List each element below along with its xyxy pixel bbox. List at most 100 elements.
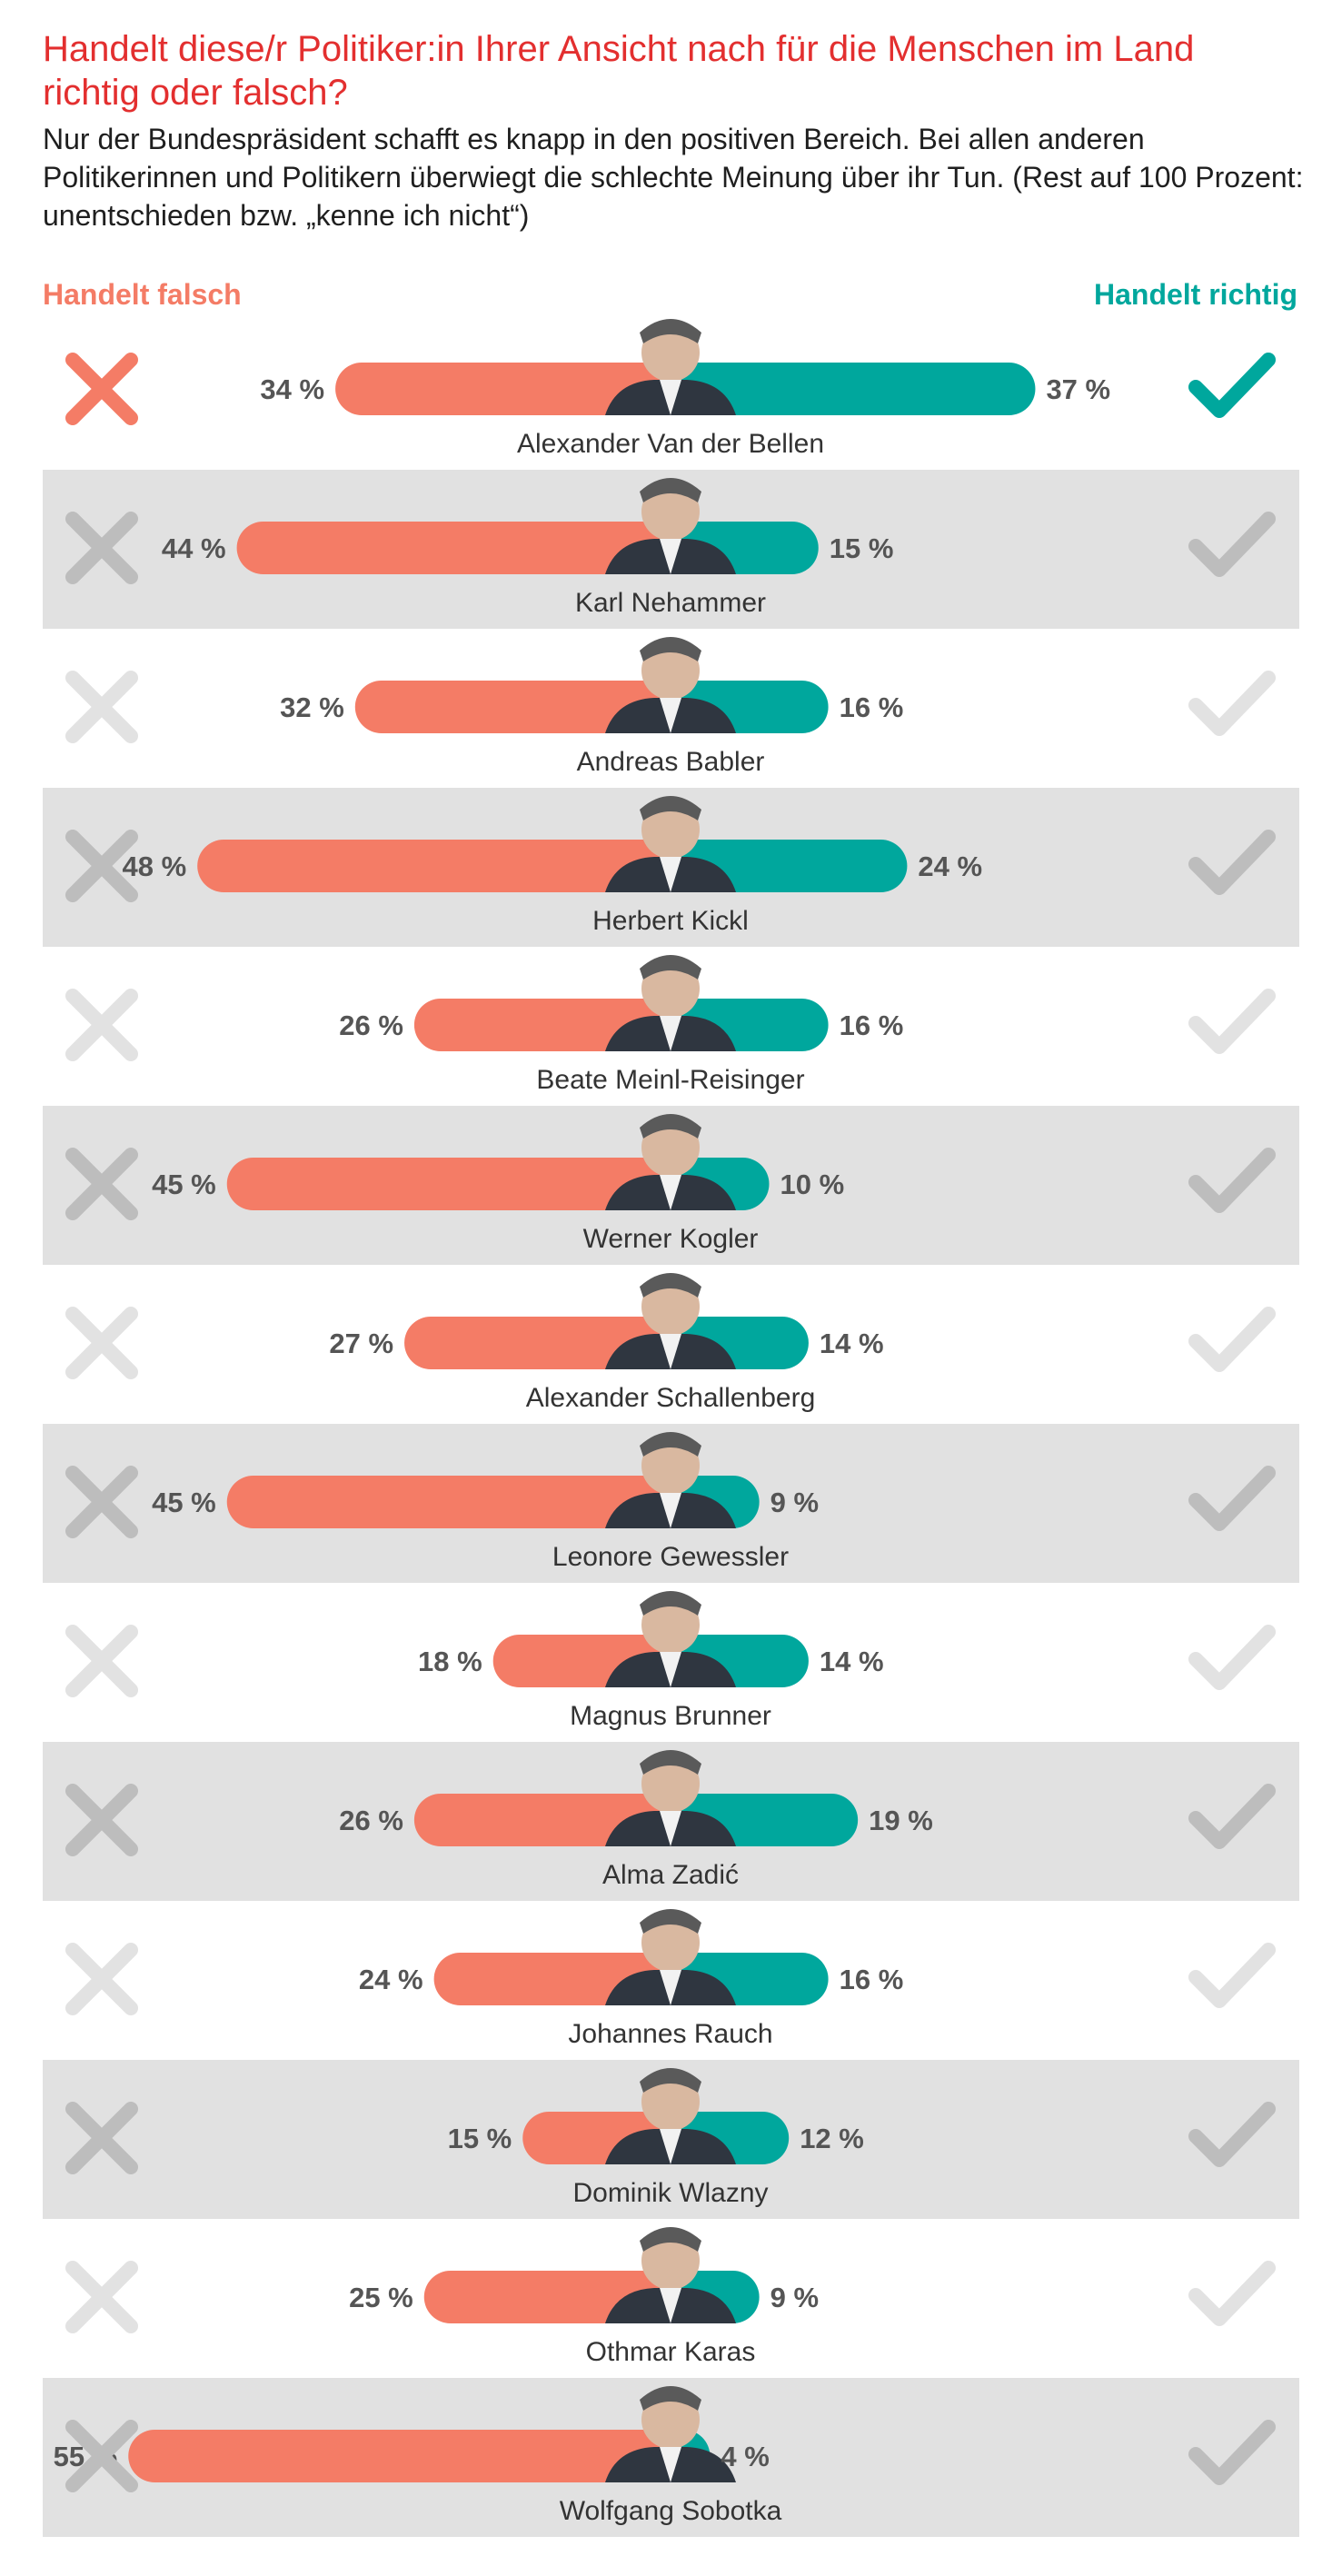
portrait-avatar (605, 955, 736, 1051)
value-label-richtig: 16 % (840, 691, 904, 723)
chart-row: 55 % 4 %Wolfgang Sobotka (43, 2378, 1299, 2537)
chart-row: 44 % 15 % Karl Nehammer (43, 470, 1299, 629)
legend-falsch: Handelt falsch (43, 278, 242, 311)
bar-falsch (335, 363, 671, 415)
portrait-avatar (605, 319, 736, 415)
value-label-richtig: 37 % (1046, 373, 1110, 405)
portrait-avatar (605, 1273, 736, 1369)
check-icon (1188, 989, 1276, 1054)
chart-row: 18 % 14 % Magnus Brunner (65, 1591, 1276, 1731)
portrait-avatar (605, 637, 736, 733)
value-label-falsch: 25 % (349, 2282, 413, 2313)
portrait-head (641, 960, 700, 1018)
politician-name: Dominik Wlazny (572, 2178, 768, 2208)
value-label-falsch: 45 % (152, 1487, 216, 1518)
x-icon (65, 2102, 138, 2174)
portrait-hair (640, 796, 701, 821)
portrait-avatar (605, 2386, 736, 2482)
portrait-hair (640, 637, 701, 661)
bar-falsch (404, 1317, 671, 1369)
value-label-falsch: 48 % (123, 850, 187, 882)
check-icon (1188, 1784, 1276, 1849)
portrait-hair (640, 1591, 701, 1616)
x-icon (65, 1466, 138, 1538)
chart-row: 45 % 9 % Leonore Gewessler (43, 1424, 1299, 1583)
x-icon (65, 830, 138, 902)
check-icon (1188, 1148, 1276, 1213)
bar-falsch (226, 1476, 671, 1528)
value-label-falsch: 32 % (280, 691, 344, 723)
check-icon (1188, 512, 1276, 577)
value-label-richtig: 10 % (780, 1169, 845, 1200)
chart-title: Handelt diese/r Politiker:in Ihrer Ansic… (43, 29, 1195, 113)
portrait-head (641, 323, 700, 382)
x-icon (65, 989, 138, 1061)
portrait-hair (640, 1114, 701, 1139)
portrait-avatar (605, 2068, 736, 2164)
check-icon (1188, 353, 1276, 418)
portrait-hair (640, 2068, 701, 2093)
value-label-richtig: 24 % (918, 850, 982, 882)
bar-falsch (236, 522, 671, 574)
bar-falsch (423, 2271, 671, 2323)
politician-name: Alma Zadić (602, 1860, 739, 1890)
portrait-collar (660, 698, 681, 733)
x-icon (65, 512, 138, 584)
portrait-hair (640, 478, 701, 502)
portrait-head (641, 2232, 700, 2290)
portrait-hair (640, 1273, 701, 1298)
politician-name: Werner Kogler (583, 1224, 759, 1254)
politician-name: Alexander Van der Bellen (517, 429, 824, 459)
check-icon (1188, 1625, 1276, 1690)
value-label-richtig: 4 % (721, 2441, 769, 2472)
chart-row: 24 % 16 % Johannes Rauch (65, 1909, 1276, 2049)
x-icon (65, 2261, 138, 2333)
portrait-avatar (605, 1750, 736, 1846)
chart-row: 27 % 14 %Alexander Schallenberg (65, 1273, 1276, 1413)
x-icon (65, 2420, 138, 2492)
chart-row: 32 % 16 % Andreas Babler (65, 637, 1276, 777)
portrait-avatar (605, 2227, 736, 2323)
bar-falsch (413, 1794, 671, 1846)
politician-name: Wolfgang Sobotka (560, 2496, 782, 2526)
portrait-collar (660, 1493, 681, 1528)
chart-row: 34 % 37 % Alexander Van der Bellen (65, 319, 1276, 459)
x-icon (65, 1307, 138, 1379)
portrait-avatar (605, 1114, 736, 1210)
bar-falsch (128, 2430, 671, 2482)
legend-richtig: Handelt richtig (1093, 278, 1297, 311)
value-label-richtig: 12 % (800, 2123, 864, 2154)
value-label-richtig: 9 % (770, 2282, 819, 2313)
bar-richtig (644, 363, 1036, 415)
chart-row: 26 % 16 % Beate Meinl-Reisinger (65, 955, 1276, 1095)
bar-falsch (413, 999, 671, 1051)
portrait-collar (660, 2447, 681, 2482)
portrait-avatar (605, 796, 736, 892)
portrait-head (641, 2073, 700, 2131)
politician-name: Alexander Schallenberg (526, 1383, 816, 1413)
bar-falsch (197, 840, 671, 892)
value-label-richtig: 14 % (820, 1646, 884, 1677)
check-icon (1188, 1466, 1276, 1531)
value-label-falsch: 15 % (448, 2123, 512, 2154)
check-icon (1188, 2420, 1276, 2485)
check-icon (1188, 2102, 1276, 2167)
portrait-head (641, 1914, 700, 1972)
value-label-falsch: 24 % (359, 1964, 423, 1995)
portrait-hair (640, 1432, 701, 1457)
portrait-collar (660, 1334, 681, 1369)
portrait-head (641, 801, 700, 859)
value-label-falsch: 34 % (260, 373, 324, 405)
portrait-hair (640, 1750, 701, 1775)
portrait-head (641, 2391, 700, 2449)
portrait-collar (660, 857, 681, 892)
portrait-hair (640, 955, 701, 980)
x-icon (65, 1625, 138, 1697)
value-label-richtig: 14 % (820, 1328, 884, 1359)
value-label-falsch: 26 % (339, 1805, 403, 1836)
portrait-head (641, 1437, 700, 1495)
portrait-collar (660, 1970, 681, 2005)
value-label-falsch: 27 % (329, 1328, 393, 1359)
portrait-head (641, 482, 700, 541)
